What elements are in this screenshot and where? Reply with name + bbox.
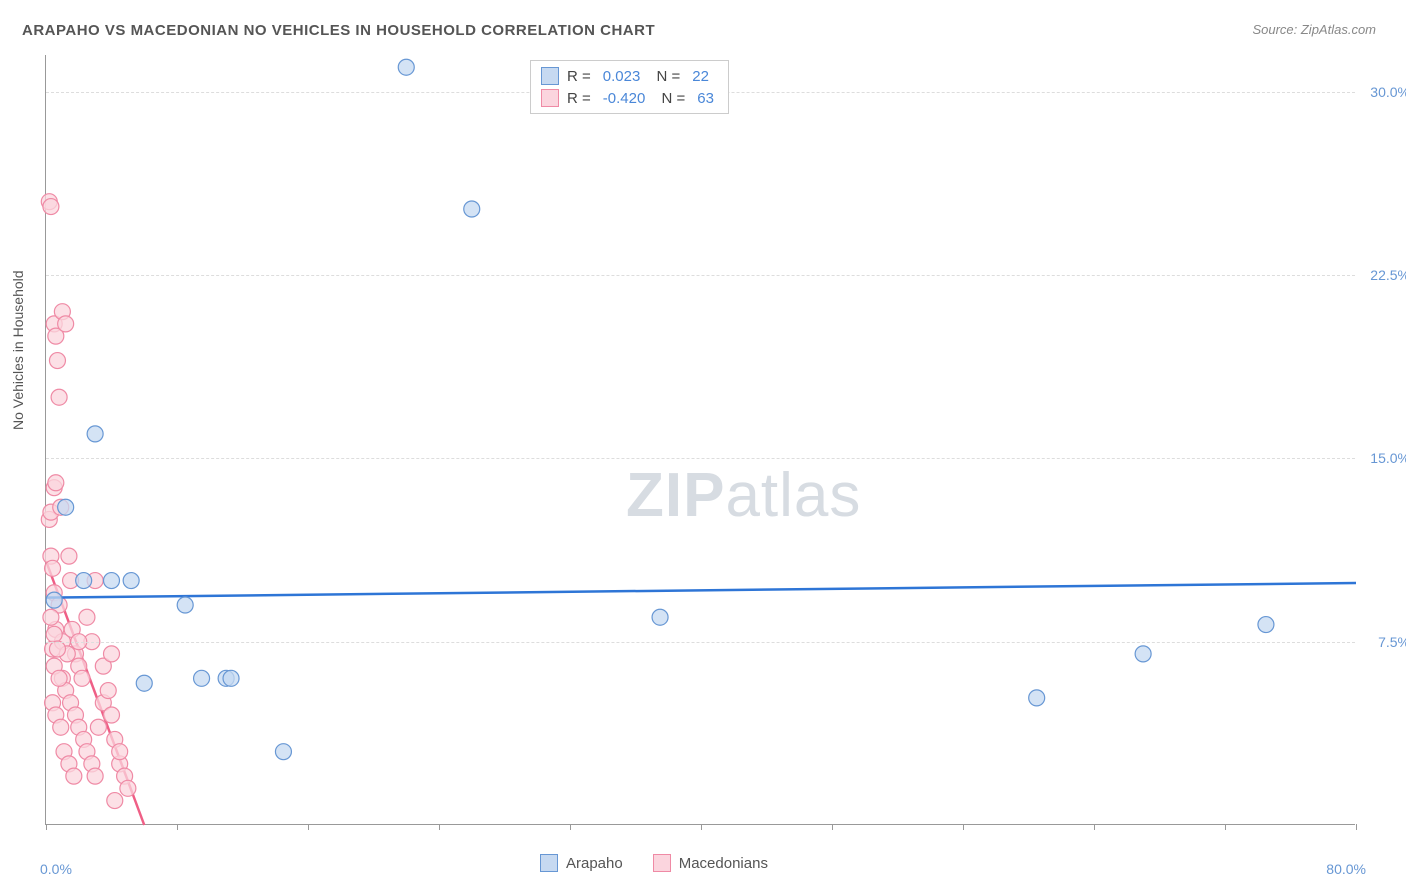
x-tick (570, 824, 571, 830)
data-point (275, 744, 291, 760)
data-point (464, 201, 480, 217)
data-point (58, 316, 74, 332)
data-point (398, 59, 414, 75)
data-point (87, 768, 103, 784)
data-point (76, 573, 92, 589)
x-tick (1094, 824, 1095, 830)
x-tick (308, 824, 309, 830)
data-point (136, 675, 152, 691)
r-label: R = (567, 90, 591, 107)
x-tick (46, 824, 47, 830)
x-axis-min: 0.0% (40, 861, 72, 877)
gridline (46, 275, 1355, 276)
chart-title: ARAPAHO VS MACEDONIAN NO VEHICLES IN HOU… (22, 22, 655, 39)
data-point (43, 609, 59, 625)
data-point (43, 199, 59, 215)
plot-area: ZIPatlas 7.5%15.0%22.5%30.0% (45, 55, 1355, 825)
gridline (46, 642, 1355, 643)
r-value-arapaho: 0.023 (599, 68, 645, 85)
source-attribution: Source: ZipAtlas.com (1252, 22, 1376, 37)
data-point (66, 768, 82, 784)
legend-label: Macedonians (679, 855, 768, 872)
data-point (90, 719, 106, 735)
legend-row-macedonians: R = -0.420 N = 63 (541, 87, 718, 109)
swatch-arapaho (541, 67, 559, 85)
y-tick-label: 7.5% (1378, 634, 1406, 650)
data-point (104, 707, 120, 723)
r-value-macedonians: -0.420 (599, 90, 650, 107)
data-point (45, 560, 61, 576)
x-tick (963, 824, 964, 830)
legend-item-macedonians: Macedonians (653, 854, 768, 872)
n-value-arapaho: 22 (688, 68, 713, 85)
data-point (120, 780, 136, 796)
n-label: N = (657, 90, 685, 107)
x-tick (832, 824, 833, 830)
correlation-legend: R = 0.023 N = 22 R = -0.420 N = 63 (530, 60, 729, 114)
n-label: N = (652, 68, 680, 85)
x-tick (1225, 824, 1226, 830)
data-point (1258, 617, 1274, 633)
data-point (1029, 690, 1045, 706)
data-point (46, 592, 62, 608)
data-point (104, 646, 120, 662)
trend-line (46, 583, 1356, 598)
n-value-macedonians: 63 (693, 90, 718, 107)
data-point (112, 744, 128, 760)
data-point (49, 353, 65, 369)
series-legend: Arapaho Macedonians (540, 854, 768, 872)
data-point (51, 389, 67, 405)
y-tick-label: 22.5% (1370, 267, 1406, 283)
data-point (51, 670, 67, 686)
x-tick (439, 824, 440, 830)
data-point (74, 670, 90, 686)
data-point (194, 670, 210, 686)
y-tick-label: 15.0% (1370, 450, 1406, 466)
data-point (79, 609, 95, 625)
y-axis-label: No Vehicles in Household (10, 270, 26, 430)
legend-item-arapaho: Arapaho (540, 854, 623, 872)
data-point (223, 670, 239, 686)
data-point (46, 626, 62, 642)
data-point (49, 641, 65, 657)
scatter-svg (46, 55, 1355, 824)
swatch-macedonians (541, 89, 559, 107)
data-point (87, 426, 103, 442)
x-tick (1356, 824, 1357, 830)
x-axis-max: 80.0% (1326, 861, 1366, 877)
data-point (1135, 646, 1151, 662)
swatch-arapaho (540, 854, 558, 872)
data-point (61, 548, 77, 564)
legend-label: Arapaho (566, 855, 623, 872)
y-tick-label: 30.0% (1370, 84, 1406, 100)
swatch-macedonians (653, 854, 671, 872)
legend-row-arapaho: R = 0.023 N = 22 (541, 65, 718, 87)
data-point (652, 609, 668, 625)
data-point (48, 475, 64, 491)
data-point (53, 719, 69, 735)
x-tick (177, 824, 178, 830)
gridline (46, 458, 1355, 459)
r-label: R = (567, 68, 591, 85)
data-point (123, 573, 139, 589)
data-point (104, 573, 120, 589)
data-point (58, 499, 74, 515)
data-point (107, 793, 123, 809)
data-point (177, 597, 193, 613)
data-point (100, 683, 116, 699)
x-tick (701, 824, 702, 830)
